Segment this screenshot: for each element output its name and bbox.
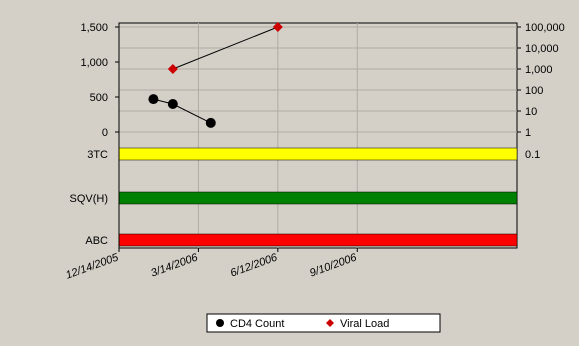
drug-band-3tc [118, 147, 518, 161]
drug-band-abc [118, 233, 518, 247]
legend-viral-load-marker [326, 319, 334, 327]
right-axis-tick-label: 10,000 [525, 43, 559, 55]
legend: CD4 Count Viral Load [206, 313, 441, 333]
right-axis-extra-label: 0.1 [525, 149, 540, 161]
x-axis-tick-label: 3/14/2006 [149, 251, 200, 279]
cd4-point [205, 117, 216, 128]
left-axis-tick-label: 1,000 [80, 57, 108, 69]
legend-viral-load-label: Viral Load [340, 318, 389, 330]
drug-band-label: 3TC [87, 149, 108, 161]
drug-band-label: SQV(H) [70, 193, 109, 205]
x-axis-tick-label: 9/10/2006 [308, 251, 359, 279]
legend-box [206, 313, 441, 333]
x-axis-tick-label: 12/14/2005 [64, 251, 121, 281]
legend-cd4-label: CD4 Count [230, 318, 284, 330]
left-axis-tick-label: 500 [90, 92, 108, 104]
right-axis-tick-label: 1 [525, 127, 531, 139]
right-axis-tick-label: 1,000 [525, 64, 553, 76]
viral-load-point [167, 64, 178, 74]
right-axis-tick-label: 100 [525, 85, 543, 97]
left-axis-tick-label: 0 [102, 127, 108, 139]
viral-load-point [272, 22, 283, 32]
plot-area [118, 22, 518, 249]
series-line-viral-load [172, 26, 279, 70]
right-axis-tick-label: 10 [525, 106, 537, 118]
left-axis-tick-label: 1,500 [80, 22, 108, 34]
x-axis-tick-label: 6/12/2006 [229, 251, 280, 279]
cd4-point [167, 99, 178, 109]
drug-band-sqv-h [118, 191, 518, 205]
drug-band-label: ABC [85, 235, 108, 247]
cd4-point [148, 94, 159, 105]
right-axis-tick-label: 100,000 [525, 22, 565, 34]
legend-cd4-marker [216, 319, 224, 327]
